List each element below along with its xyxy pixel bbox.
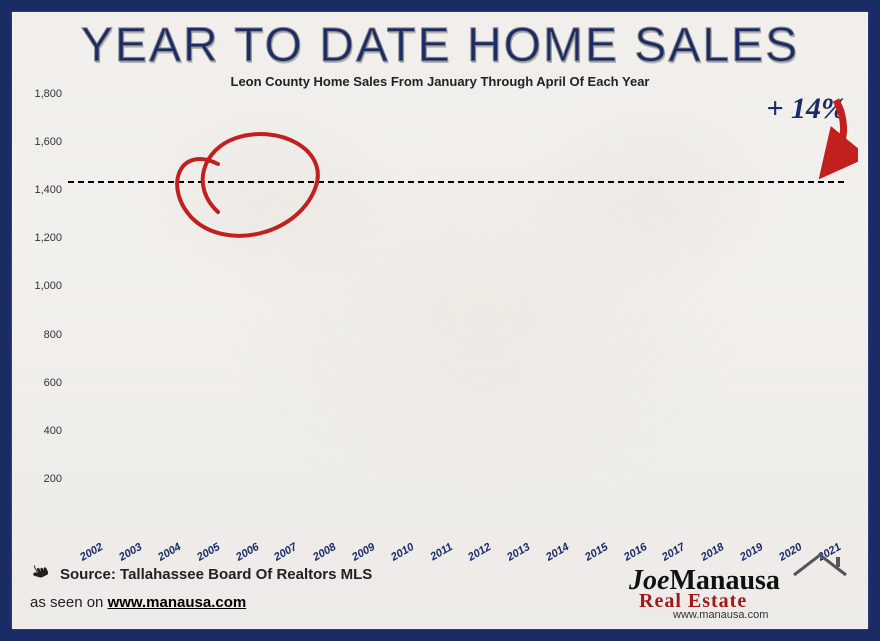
y-tick: 1,200 [34, 232, 62, 244]
source-row: Source: Tallahassee Board Of Realtors ML… [30, 561, 372, 587]
bar-chart: 2004006008001,0001,2001,4001,6001,800 20… [68, 94, 844, 527]
house-roof-icon [792, 551, 848, 577]
logo-url: www.manausa.com [673, 609, 768, 621]
seen-on-row: as seen on www.manausa.com [30, 594, 246, 611]
y-tick: 1,400 [34, 184, 62, 196]
seen-url[interactable]: www.manausa.com [108, 594, 247, 611]
chart-title: YEAR TO DATE HOME SALES [12, 18, 868, 73]
y-tick: 200 [44, 473, 62, 485]
bars-container: 2002200320042005200620072008200920102011… [68, 94, 844, 527]
y-axis: 2004006008001,0001,2001,4001,6001,800 [24, 94, 68, 527]
y-tick: 400 [44, 425, 62, 437]
y-tick: 1,600 [34, 136, 62, 148]
source-text: Source: Tallahassee Board Of Realtors ML… [60, 566, 372, 583]
y-tick: 600 [44, 377, 62, 389]
chart-card: YEAR TO DATE HOME SALES Leon County Home… [0, 0, 880, 641]
seen-prefix: as seen on [30, 594, 108, 611]
y-tick: 800 [44, 329, 62, 341]
plot-area: 2004006008001,0001,2001,4001,6001,800 20… [68, 94, 844, 527]
y-tick: 1,800 [34, 88, 62, 100]
brand-logo: JoeManausa Real Estate www.manausa.com [629, 553, 854, 617]
y-tick: 1,000 [34, 280, 62, 292]
chart-subtitle: Leon County Home Sales From January Thro… [12, 74, 868, 89]
pointing-hand-icon [30, 561, 52, 587]
